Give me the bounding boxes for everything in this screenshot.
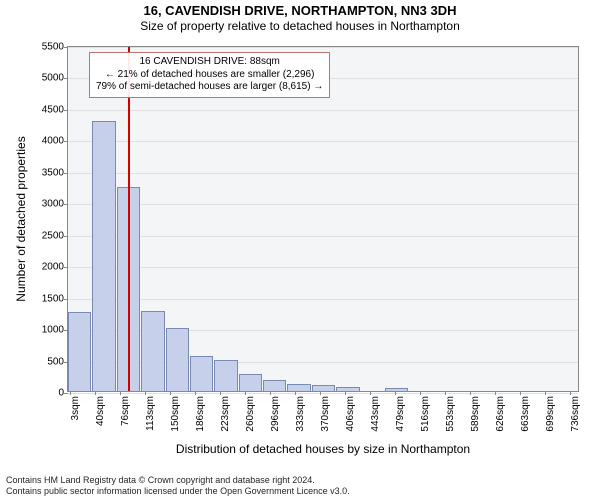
grid-line xyxy=(68,173,578,174)
x-tick-label: 589sqm xyxy=(470,396,481,432)
y-tick-label: 1000 xyxy=(42,325,64,336)
histogram-bar xyxy=(263,380,286,391)
histogram-bar xyxy=(239,374,262,391)
x-tick-label: 516sqm xyxy=(420,396,431,432)
annotation-box: 16 CAVENDISH DRIVE: 88sqm ← 21% of detac… xyxy=(89,52,330,98)
x-tick-label: 113sqm xyxy=(145,396,156,431)
x-tick-label: 150sqm xyxy=(170,396,181,432)
chart-subtitle: Size of property relative to detached ho… xyxy=(0,18,600,33)
histogram-bar xyxy=(287,384,310,391)
x-axis-label: Distribution of detached houses by size … xyxy=(67,442,579,456)
x-tick-label: 333sqm xyxy=(295,396,306,432)
annotation-line-3: 79% of semi-detached houses are larger (… xyxy=(96,81,323,94)
x-tick-mark xyxy=(420,391,421,395)
histogram-bar xyxy=(190,356,213,391)
attribution-text: Contains HM Land Registry data © Crown c… xyxy=(6,475,350,498)
y-tick-label: 3500 xyxy=(42,167,64,178)
x-tick-label: 699sqm xyxy=(545,396,556,432)
y-tick-mark xyxy=(64,299,68,300)
y-tick-mark xyxy=(64,173,68,174)
x-tick-mark xyxy=(295,391,296,395)
grid-line xyxy=(68,236,578,237)
y-tick-mark xyxy=(64,236,68,237)
x-tick-mark xyxy=(520,391,521,395)
y-tick-mark xyxy=(64,47,68,48)
x-tick-mark xyxy=(370,391,371,395)
x-tick-mark xyxy=(220,391,221,395)
y-tick-label: 1500 xyxy=(42,293,64,304)
x-tick-mark xyxy=(495,391,496,395)
y-tick-label: 0 xyxy=(58,388,64,399)
y-tick-mark xyxy=(64,267,68,268)
grid-line xyxy=(68,110,578,111)
annotation-line-1: 16 CAVENDISH DRIVE: 88sqm xyxy=(96,56,323,69)
x-tick-mark xyxy=(145,391,146,395)
x-tick-label: 370sqm xyxy=(320,396,331,432)
x-tick-mark xyxy=(470,391,471,395)
histogram-bar xyxy=(385,388,408,391)
y-axis-label: Number of detached properties xyxy=(14,136,28,301)
x-tick-mark xyxy=(445,391,446,395)
attribution-line-1: Contains HM Land Registry data © Crown c… xyxy=(6,475,350,486)
grid-line xyxy=(68,299,578,300)
attribution-line-2: Contains public sector information licen… xyxy=(6,486,350,497)
grid-line xyxy=(68,204,578,205)
y-tick-label: 5500 xyxy=(42,42,64,53)
x-tick-label: 663sqm xyxy=(520,396,531,432)
y-tick-mark xyxy=(64,110,68,111)
x-tick-label: 40sqm xyxy=(95,396,106,426)
x-tick-label: 443sqm xyxy=(370,396,381,432)
histogram-bar xyxy=(68,312,91,391)
x-tick-label: 3sqm xyxy=(70,396,81,420)
histogram-bar xyxy=(214,360,237,391)
grid-line xyxy=(68,141,578,142)
x-tick-mark xyxy=(245,391,246,395)
y-tick-label: 4000 xyxy=(42,136,64,147)
x-tick-mark xyxy=(570,391,571,395)
x-tick-mark xyxy=(195,391,196,395)
x-tick-label: 626sqm xyxy=(495,396,506,432)
x-tick-mark xyxy=(70,391,71,395)
x-tick-mark xyxy=(545,391,546,395)
marker-line xyxy=(128,47,130,391)
histogram-bar xyxy=(166,328,189,391)
y-tick-label: 500 xyxy=(47,356,64,367)
y-tick-mark xyxy=(64,204,68,205)
y-tick-mark xyxy=(64,141,68,142)
x-tick-mark xyxy=(170,391,171,395)
x-tick-label: 736sqm xyxy=(570,396,581,432)
x-tick-mark xyxy=(120,391,121,395)
histogram-bar xyxy=(336,387,359,391)
x-tick-mark xyxy=(270,391,271,395)
annotation-line-2: ← 21% of detached houses are smaller (2,… xyxy=(96,69,323,82)
x-tick-mark xyxy=(320,391,321,395)
histogram-bar xyxy=(92,121,115,392)
x-tick-label: 296sqm xyxy=(270,396,281,432)
chart-title: 16, CAVENDISH DRIVE, NORTHAMPTON, NN3 3D… xyxy=(0,0,600,18)
y-tick-label: 4500 xyxy=(42,104,64,115)
histogram-bar xyxy=(141,311,164,391)
x-tick-label: 406sqm xyxy=(345,396,356,432)
grid-line xyxy=(68,267,578,268)
y-tick-mark xyxy=(64,393,68,394)
x-tick-label: 553sqm xyxy=(445,396,456,432)
y-tick-label: 5000 xyxy=(42,73,64,84)
x-tick-label: 76sqm xyxy=(120,396,131,426)
x-tick-label: 479sqm xyxy=(395,396,406,432)
x-tick-mark xyxy=(95,391,96,395)
y-tick-mark xyxy=(64,78,68,79)
y-tick-label: 2500 xyxy=(42,230,64,241)
x-tick-label: 260sqm xyxy=(245,396,256,432)
y-tick-label: 2000 xyxy=(42,262,64,273)
x-tick-mark xyxy=(395,391,396,395)
chart-plot-area: 0500100015002000250030003500400045005000… xyxy=(67,46,579,392)
x-tick-mark xyxy=(345,391,346,395)
histogram-bar xyxy=(312,385,335,391)
y-tick-label: 3000 xyxy=(42,199,64,210)
x-tick-label: 186sqm xyxy=(195,396,206,432)
x-tick-label: 223sqm xyxy=(220,396,231,432)
grid-line xyxy=(68,47,578,48)
